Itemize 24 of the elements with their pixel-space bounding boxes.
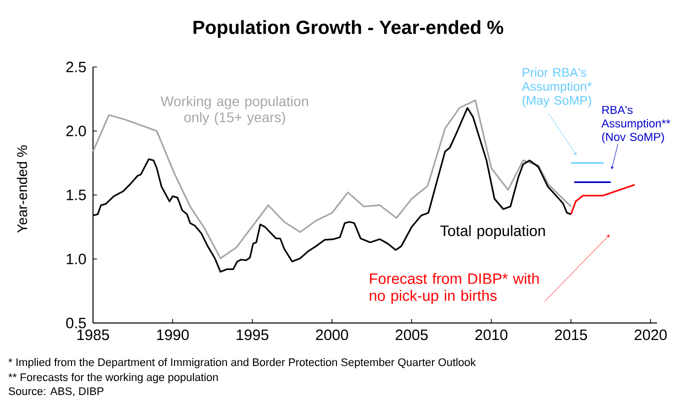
source-note: Source: ABS, DIBP — [8, 387, 104, 396]
chart-title: Population Growth - Year-ended % — [194, 20, 504, 38]
text: Prior RBA's Assumption* (May SoMP) — [522, 68, 592, 108]
line-series — [570, 184, 636, 215]
text: * Implied from the Department of Immigration and Border Protection September Quarter Outlook — [8, 358, 476, 368]
y-tick-label: 1.0 — [66, 254, 86, 264]
series-label: Working age population only (15+ years) — [160, 96, 308, 126]
x-tick-label: 2000 — [316, 330, 348, 340]
x-tick-label: 1985 — [77, 330, 110, 340]
x-tick-label: 1990 — [157, 330, 189, 340]
x-tick-label: 1995 — [236, 330, 268, 340]
x-tick-label: 2015 — [555, 330, 588, 340]
y-tick-label: 2.5 — [66, 62, 86, 72]
x-tick-label: 2020 — [634, 330, 667, 340]
x-tick-label: 2010 — [475, 330, 508, 340]
series-label: Total population — [440, 225, 545, 240]
text: Forecast from DIBP* with no pick-up in births — [370, 272, 539, 304]
y-tick-label: 1.5 — [66, 190, 86, 200]
y-axis-title: Year-ended % — [16, 145, 28, 233]
y-tick-label: 0.5 — [66, 318, 86, 328]
y-tick-label: 2.0 — [66, 126, 86, 136]
x-tick-label: 2005 — [396, 330, 428, 340]
text: ** Forecasts for the working age population — [8, 373, 218, 384]
text: RBA's Assumption** (Nov SoMP) — [601, 106, 670, 144]
